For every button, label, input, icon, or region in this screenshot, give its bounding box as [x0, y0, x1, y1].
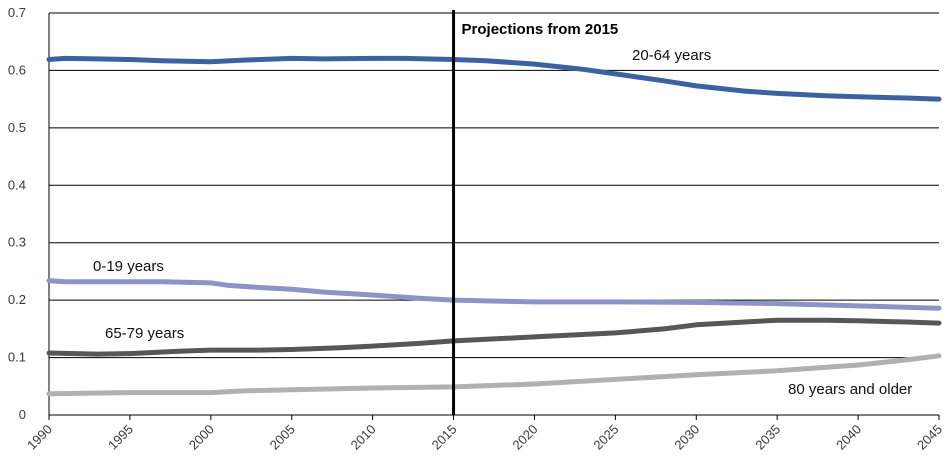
series-label: 65-79 years: [105, 325, 184, 342]
x-tick-label: 2015: [429, 422, 460, 453]
series-label: 0-19 years: [93, 258, 164, 275]
y-tick-label: 0: [19, 407, 26, 422]
x-tick-label: 2025: [590, 422, 621, 453]
x-tick-label: 2010: [348, 422, 379, 453]
y-axis-ticks: 0 0.1 0.2 0.3 0.4 0.5 0.6 0.7: [8, 5, 26, 422]
projection-annotation: Projections from 2015: [462, 21, 619, 38]
x-tick-label: 2000: [186, 422, 217, 453]
x-tick-label: 2030: [671, 422, 702, 453]
x-axis-ticks: 1990 1995 2000 2005 2010 2015 2020 2025 2030 2035…: [24, 415, 945, 453]
series-line: [46, 278, 942, 311]
y-tick-label: 0.2: [8, 292, 26, 307]
series-line: [46, 353, 942, 397]
y-tick-label: 0.5: [8, 120, 26, 135]
series-label: 20-64 years: [632, 47, 711, 64]
y-tick-label: 0.1: [8, 350, 26, 365]
x-tick-label: 2040: [833, 422, 864, 453]
y-tick-label: 0.4: [8, 177, 26, 192]
gridlines: [48, 12, 939, 416]
series-labels: 20-64 years 0-19 years 65-79 years 80 years…: [93, 47, 912, 398]
y-tick-label: 0.7: [8, 5, 26, 20]
series-lines: [46, 55, 942, 397]
x-tick-label: 2035: [752, 422, 783, 453]
y-tick-label: 0.6: [8, 62, 26, 77]
series-line: [46, 55, 942, 102]
series-label: 80 years and older: [788, 381, 912, 398]
x-tick-label: 2005: [267, 422, 298, 453]
x-tick-label: 1990: [24, 422, 55, 453]
x-tick-label: 2045: [914, 422, 945, 453]
y-tick-label: 0.3: [8, 235, 26, 250]
x-tick-label: 2020: [510, 422, 541, 453]
x-tick-label: 1995: [105, 422, 136, 453]
